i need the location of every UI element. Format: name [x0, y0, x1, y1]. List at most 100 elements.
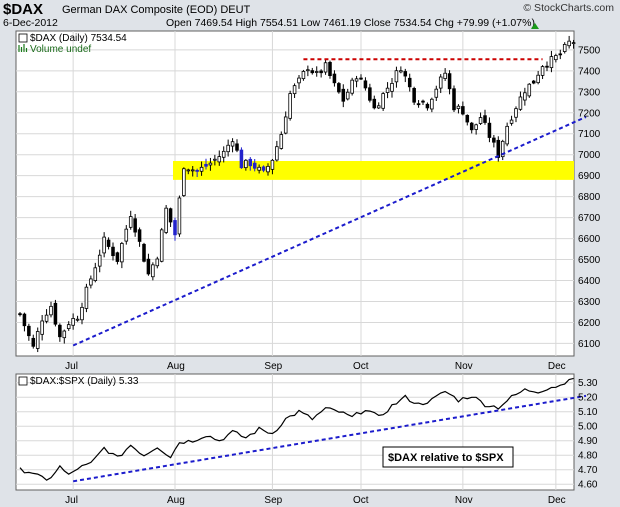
ratio-x-tick-label: Oct — [353, 495, 369, 506]
candle-body — [425, 103, 430, 109]
candle-body — [403, 71, 408, 77]
candle-body — [159, 229, 164, 262]
candle-body — [434, 88, 439, 98]
candle-body — [328, 61, 332, 77]
price-legend: $DAX (Daily) 7534.54 — [30, 33, 127, 44]
price-y-tick-label: 7200 — [578, 108, 601, 119]
candle-body — [456, 105, 461, 109]
candle-body — [323, 62, 328, 73]
candle-body — [292, 85, 297, 95]
candle-body — [213, 158, 217, 161]
candle-body — [102, 236, 106, 254]
candle-body — [310, 70, 315, 74]
price-y-tick-label: 7400 — [578, 66, 601, 77]
candle-body — [155, 258, 160, 267]
candle-body — [416, 103, 421, 106]
candle-body — [164, 207, 168, 233]
candle-body — [523, 92, 527, 101]
ratio-x-tick-label: Jul — [65, 495, 78, 506]
candle-body — [44, 314, 49, 322]
candle-body — [204, 163, 208, 167]
candle-body — [421, 100, 425, 103]
candle-body — [288, 93, 292, 119]
candle-body — [106, 239, 111, 247]
price-y-tick-label: 6100 — [578, 339, 601, 350]
candle-body — [177, 197, 182, 235]
ratio-legend: $DAX:$SPX (Daily) 5.33 — [30, 376, 139, 387]
ratio-y-tick-label: 5.00 — [578, 422, 598, 433]
candle-body — [332, 73, 337, 84]
candle-body — [518, 96, 523, 110]
candle-body — [35, 331, 40, 349]
candle-body — [492, 137, 496, 143]
chart-subtitle: German DAX Composite (EOD) DEUT — [62, 4, 251, 16]
candle-body — [133, 218, 137, 233]
price-y-tick-label: 6300 — [578, 297, 601, 308]
candle-body — [111, 246, 115, 257]
ratio-y-tick-label: 4.60 — [578, 480, 598, 491]
candle-body — [168, 208, 173, 223]
candle-body — [275, 146, 279, 161]
price-x-axis: Jul Aug Sep Oct Nov Dec — [65, 361, 566, 372]
price-y-tick-label: 7300 — [578, 87, 601, 98]
ratio-y-tick-label: 4.70 — [578, 465, 598, 476]
candle-body — [266, 165, 270, 173]
candle-body — [248, 158, 253, 167]
candle-body — [142, 243, 146, 262]
candle-body — [354, 78, 359, 82]
candle-body — [452, 88, 456, 111]
candle-body — [461, 106, 465, 115]
candle-body — [31, 337, 36, 347]
candle-body — [363, 80, 368, 89]
candle-body — [319, 70, 323, 74]
price-y-tick-label: 7100 — [578, 129, 601, 140]
candle-body — [208, 162, 213, 166]
support-zone — [173, 161, 574, 180]
candle-body — [496, 139, 501, 158]
candle-body — [128, 216, 133, 228]
candle-body — [80, 306, 84, 321]
candle-body — [221, 150, 226, 158]
candle-body — [97, 254, 102, 267]
candle-body — [84, 286, 89, 309]
candle-body — [447, 73, 452, 90]
candle-body — [53, 302, 58, 325]
candle-body — [40, 320, 44, 335]
ratio-gridlines — [16, 374, 574, 490]
candle-body — [58, 324, 62, 338]
annotation-box — [382, 446, 514, 468]
ratio-y-tick-label: 5.20 — [578, 393, 598, 404]
candle-body — [230, 141, 235, 147]
ratio-x-axis: Jul Aug Sep Oct Nov Dec — [65, 495, 566, 506]
candle-body — [235, 143, 239, 151]
volume-bars-icon — [18, 44, 28, 52]
candle-body — [151, 264, 155, 278]
candle-body — [527, 83, 532, 97]
price-candles — [18, 35, 576, 353]
candle-body — [71, 318, 75, 326]
price-x-tick-label: Nov — [455, 361, 473, 372]
price-x-tick-label: Sep — [264, 361, 282, 372]
candle-body — [66, 324, 71, 330]
candle-body — [567, 40, 571, 47]
candle-body — [190, 169, 195, 172]
price-trendline — [72, 116, 587, 347]
candle-body — [137, 229, 142, 242]
candle-body — [562, 44, 567, 52]
price-x-tick-label: Dec — [548, 361, 566, 372]
candle-body — [350, 79, 354, 94]
price-y-tick-label: 6500 — [578, 255, 601, 266]
candle-body — [297, 77, 301, 84]
candle-body — [341, 88, 346, 102]
ratio-x-tick-label: Sep — [264, 495, 282, 506]
candle-body — [18, 313, 22, 316]
candle-body — [500, 140, 505, 158]
candle-body — [474, 124, 478, 130]
candle-body — [239, 149, 244, 169]
candle-body — [301, 71, 306, 80]
stockcharts-watermark: © StockCharts.com — [523, 2, 614, 14]
candle-body — [93, 267, 98, 281]
annotation-text: $DAX relative to $SPX — [388, 452, 504, 464]
candle-body — [558, 53, 563, 56]
